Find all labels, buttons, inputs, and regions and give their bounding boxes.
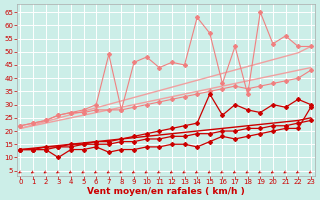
X-axis label: Vent moyen/en rafales ( km/h ): Vent moyen/en rafales ( km/h ) <box>87 187 244 196</box>
